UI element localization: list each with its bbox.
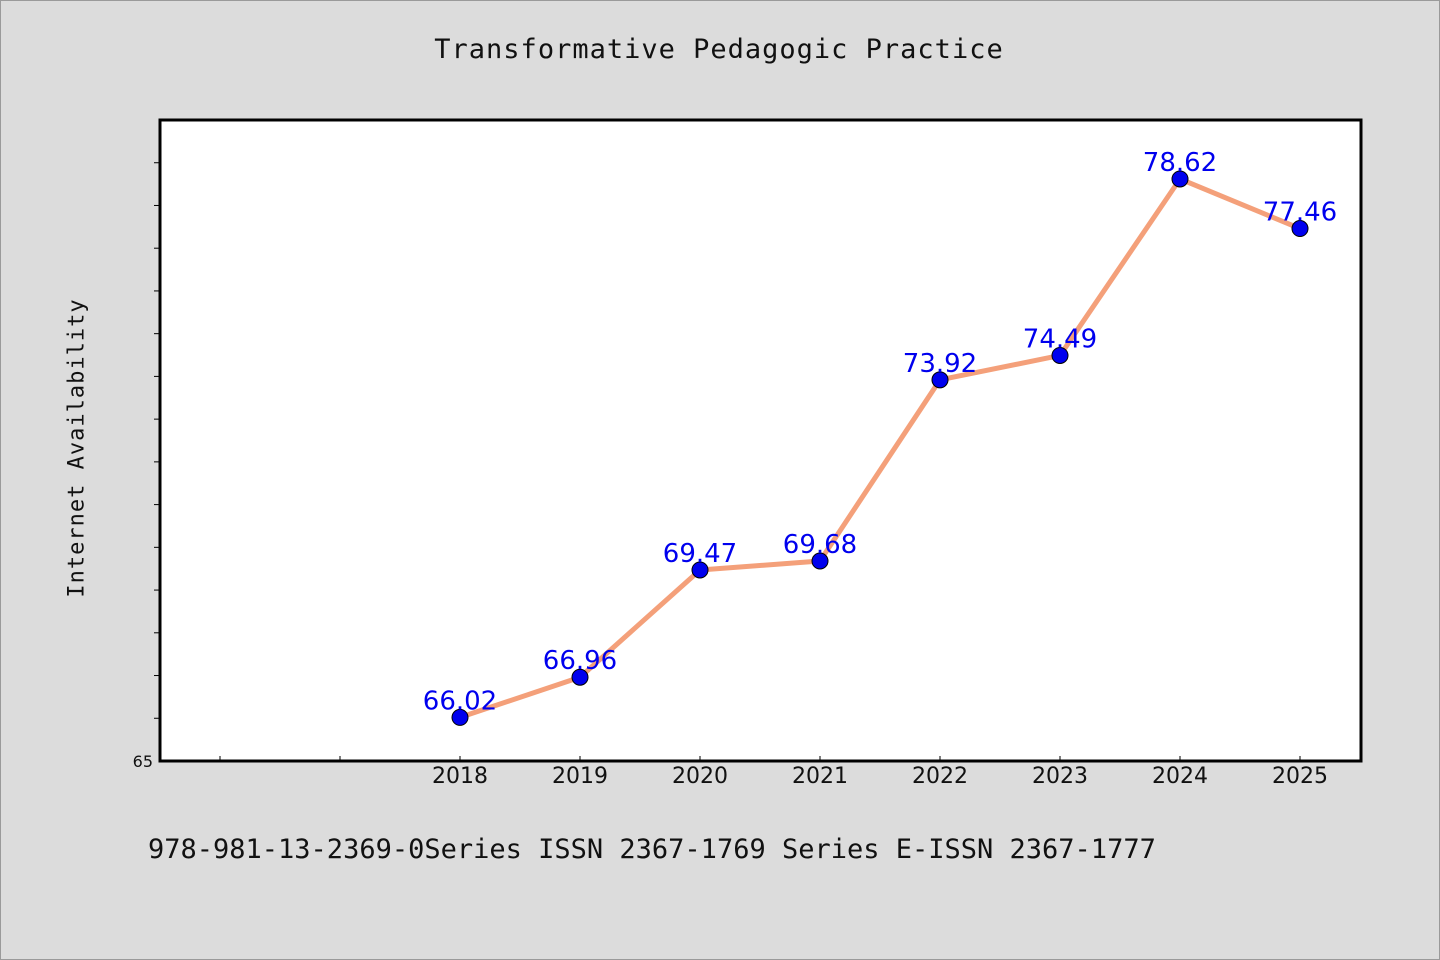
x-tick-label: 2022 [912, 764, 968, 789]
data-point [811, 552, 829, 570]
x-tick-label: 2021 [792, 764, 848, 789]
x-tick-label: 2025 [1272, 764, 1328, 789]
data-point [1051, 346, 1069, 364]
x-tick-label: 2023 [1032, 764, 1088, 789]
data-point [1291, 220, 1309, 238]
data-label: 66.02 [423, 686, 497, 716]
y-tick-label: 65 [133, 752, 153, 771]
data-label: 69.68 [783, 530, 857, 560]
data-label: 73.92 [903, 349, 977, 379]
x-tick-label: 2018 [432, 764, 488, 789]
data-label: 77.46 [1263, 198, 1337, 228]
data-labels: 66.02 66.96 69.47 69.68 73.92 74.49 78.62 77.46 [423, 148, 1337, 716]
axes: 65 2018 2019 2020 2021 2022 2023 2024 2025 [133, 162, 1328, 789]
x-tick-label: 2024 [1152, 764, 1208, 789]
footer-note: 978-981-13-2369-0Series ISSN 2367-1769 S… [148, 834, 1156, 865]
data-label: 78.62 [1143, 148, 1217, 178]
plot-area [158, 118, 1363, 763]
series-line [457, 176, 1303, 720]
data-label: 74.49 [1023, 324, 1097, 354]
data-point [1171, 170, 1189, 188]
data-point [691, 561, 709, 579]
data-label: 69.47 [663, 539, 737, 569]
x-tick-label: 2020 [672, 764, 728, 789]
x-tick-label: 2019 [552, 764, 608, 789]
series [451, 170, 1309, 726]
data-point [571, 668, 589, 686]
data-point [931, 371, 949, 389]
data-point [451, 708, 469, 726]
data-label: 66.96 [543, 646, 617, 676]
chart-title: Transformative Pedagogic Practice [434, 34, 1004, 65]
